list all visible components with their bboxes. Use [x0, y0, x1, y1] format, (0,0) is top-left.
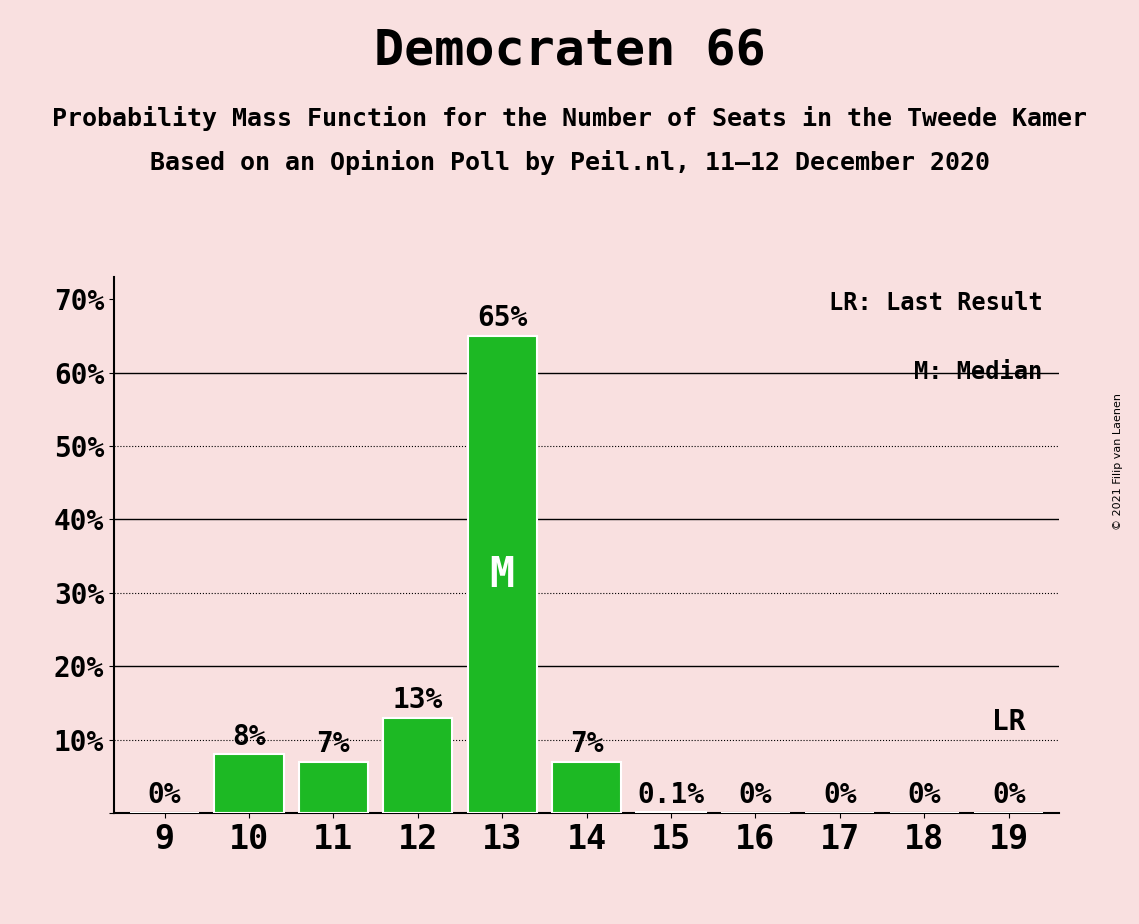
- Text: 65%: 65%: [477, 304, 527, 333]
- Text: 0%: 0%: [739, 782, 772, 809]
- Text: 7%: 7%: [570, 730, 604, 758]
- Text: 0.1%: 0.1%: [638, 781, 705, 808]
- Text: 0%: 0%: [908, 782, 941, 809]
- Bar: [298, 761, 368, 813]
- Bar: [383, 718, 452, 813]
- Bar: [552, 761, 621, 813]
- Text: 7%: 7%: [317, 730, 350, 758]
- Text: M: Median: M: Median: [915, 360, 1042, 384]
- Text: 0%: 0%: [823, 782, 857, 809]
- Text: 0%: 0%: [992, 782, 1025, 809]
- Bar: [214, 754, 284, 813]
- Text: LR: LR: [992, 708, 1025, 736]
- Text: Probability Mass Function for the Number of Seats in the Tweede Kamer: Probability Mass Function for the Number…: [52, 106, 1087, 131]
- Text: © 2021 Filip van Laenen: © 2021 Filip van Laenen: [1114, 394, 1123, 530]
- Text: 0%: 0%: [148, 782, 181, 809]
- Text: 8%: 8%: [232, 723, 265, 750]
- Bar: [468, 336, 536, 813]
- Text: M: M: [490, 553, 515, 596]
- Text: Based on an Opinion Poll by Peil.nl, 11–12 December 2020: Based on an Opinion Poll by Peil.nl, 11–…: [149, 150, 990, 175]
- Text: Democraten 66: Democraten 66: [374, 28, 765, 76]
- Text: 13%: 13%: [393, 686, 443, 714]
- Text: LR: Last Result: LR: Last Result: [829, 291, 1042, 314]
